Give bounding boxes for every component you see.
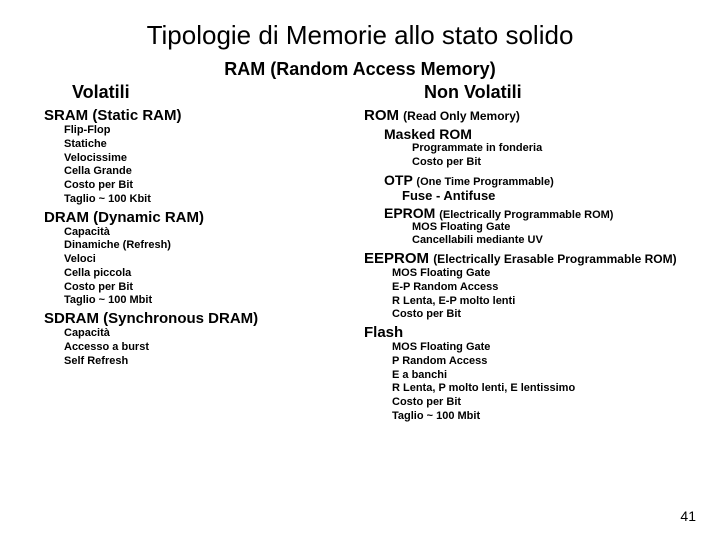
list-item: Programmate in fonderia (412, 142, 680, 156)
eeprom-title: EEPROM (364, 250, 429, 267)
list-item: P Random Access (392, 355, 680, 369)
rom-heading: ROM (Read Only Memory) (364, 107, 680, 124)
rom-sub: (Read Only Memory) (403, 109, 520, 123)
list-item: Costo per Bit (64, 281, 360, 295)
list-item: Capacità (64, 226, 360, 240)
fuse-heading: Fuse - Antifuse (402, 188, 680, 203)
eprom-title: EPROM (384, 205, 435, 221)
sram-bullets: Flip-Flop Statiche Velocissime Cella Gra… (64, 124, 360, 207)
otp-title: OTP (384, 172, 413, 188)
list-item: Accesso a burst (64, 341, 360, 355)
sram-heading: SRAM (Static RAM) (44, 107, 360, 124)
list-item: Taglio ~ 100 Mbit (392, 410, 680, 424)
list-item: Statiche (64, 138, 360, 152)
eprom-bullets: MOS Floating Gate Cancellabili mediante … (412, 221, 680, 249)
dram-bullets: Capacità Dinamiche (Refresh) Veloci Cell… (64, 226, 360, 309)
list-item: Cella Grande (64, 165, 360, 179)
list-item: Costo per Bit (392, 396, 680, 410)
eprom-heading: EPROM (Electrically Programmable ROM) (384, 205, 680, 221)
column-nonvolatile: Non Volatili ROM (Read Only Memory) Mask… (360, 82, 680, 424)
sdram-heading: SDRAM (Synchronous DRAM) (44, 310, 360, 327)
eeprom-sub: (Electrically Erasable Programmable ROM) (433, 252, 676, 266)
columns: Volatili SRAM (Static RAM) Flip-Flop Sta… (40, 82, 680, 424)
list-item: Cancellabili mediante UV (412, 234, 680, 248)
list-item: R Lenta, E-P molto lenti (392, 295, 680, 309)
list-item: R Lenta, P molto lenti, E lentissimo (392, 382, 680, 396)
list-item: Costo per Bit (392, 308, 680, 322)
masked-bullets: Programmate in fonderia Costo per Bit (412, 142, 680, 170)
list-item: E a banchi (392, 369, 680, 383)
otp-sub: (One Time Programmable) (416, 176, 553, 188)
list-item: MOS Floating Gate (392, 267, 680, 281)
list-item: Costo per Bit (64, 179, 360, 193)
list-item: MOS Floating Gate (392, 341, 680, 355)
dram-heading: DRAM (Dynamic RAM) (44, 209, 360, 226)
list-item: Flip-Flop (64, 124, 360, 138)
sdram-bullets: Capacità Accesso a burst Self Refresh (64, 327, 360, 368)
flash-bullets: MOS Floating Gate P Random Access E a ba… (392, 341, 680, 424)
eeprom-heading: EEPROM (Electrically Erasable Programmab… (364, 250, 680, 267)
list-item: Taglio ~ 100 Mbit (64, 294, 360, 308)
colhead-volatile: Volatili (44, 82, 360, 103)
list-item: Velocissime (64, 152, 360, 166)
list-item: Dinamiche (Refresh) (64, 239, 360, 253)
list-item: E-P Random Access (392, 281, 680, 295)
list-item: Capacità (64, 327, 360, 341)
flash-heading: Flash (364, 324, 680, 341)
list-item: Cella piccola (64, 267, 360, 281)
eeprom-bullets: MOS Floating Gate E-P Random Access R Le… (392, 267, 680, 322)
colhead-nonvolatile: Non Volatili (364, 82, 680, 103)
column-volatile: Volatili SRAM (Static RAM) Flip-Flop Sta… (40, 82, 360, 424)
page-number: 41 (680, 508, 696, 524)
slide-subtitle: RAM (Random Access Memory) (40, 59, 680, 80)
list-item: Taglio ~ 100 Kbit (64, 193, 360, 207)
masked-heading: Masked ROM (384, 126, 680, 142)
list-item: Self Refresh (64, 355, 360, 369)
otp-heading: OTP (One Time Programmable) (384, 172, 680, 188)
slide-title: Tipologie di Memorie allo stato solido (40, 20, 680, 51)
rom-title: ROM (364, 107, 399, 124)
list-item: Costo per Bit (412, 156, 680, 170)
list-item: MOS Floating Gate (412, 221, 680, 235)
list-item: Veloci (64, 253, 360, 267)
eprom-sub: (Electrically Programmable ROM) (439, 209, 613, 221)
